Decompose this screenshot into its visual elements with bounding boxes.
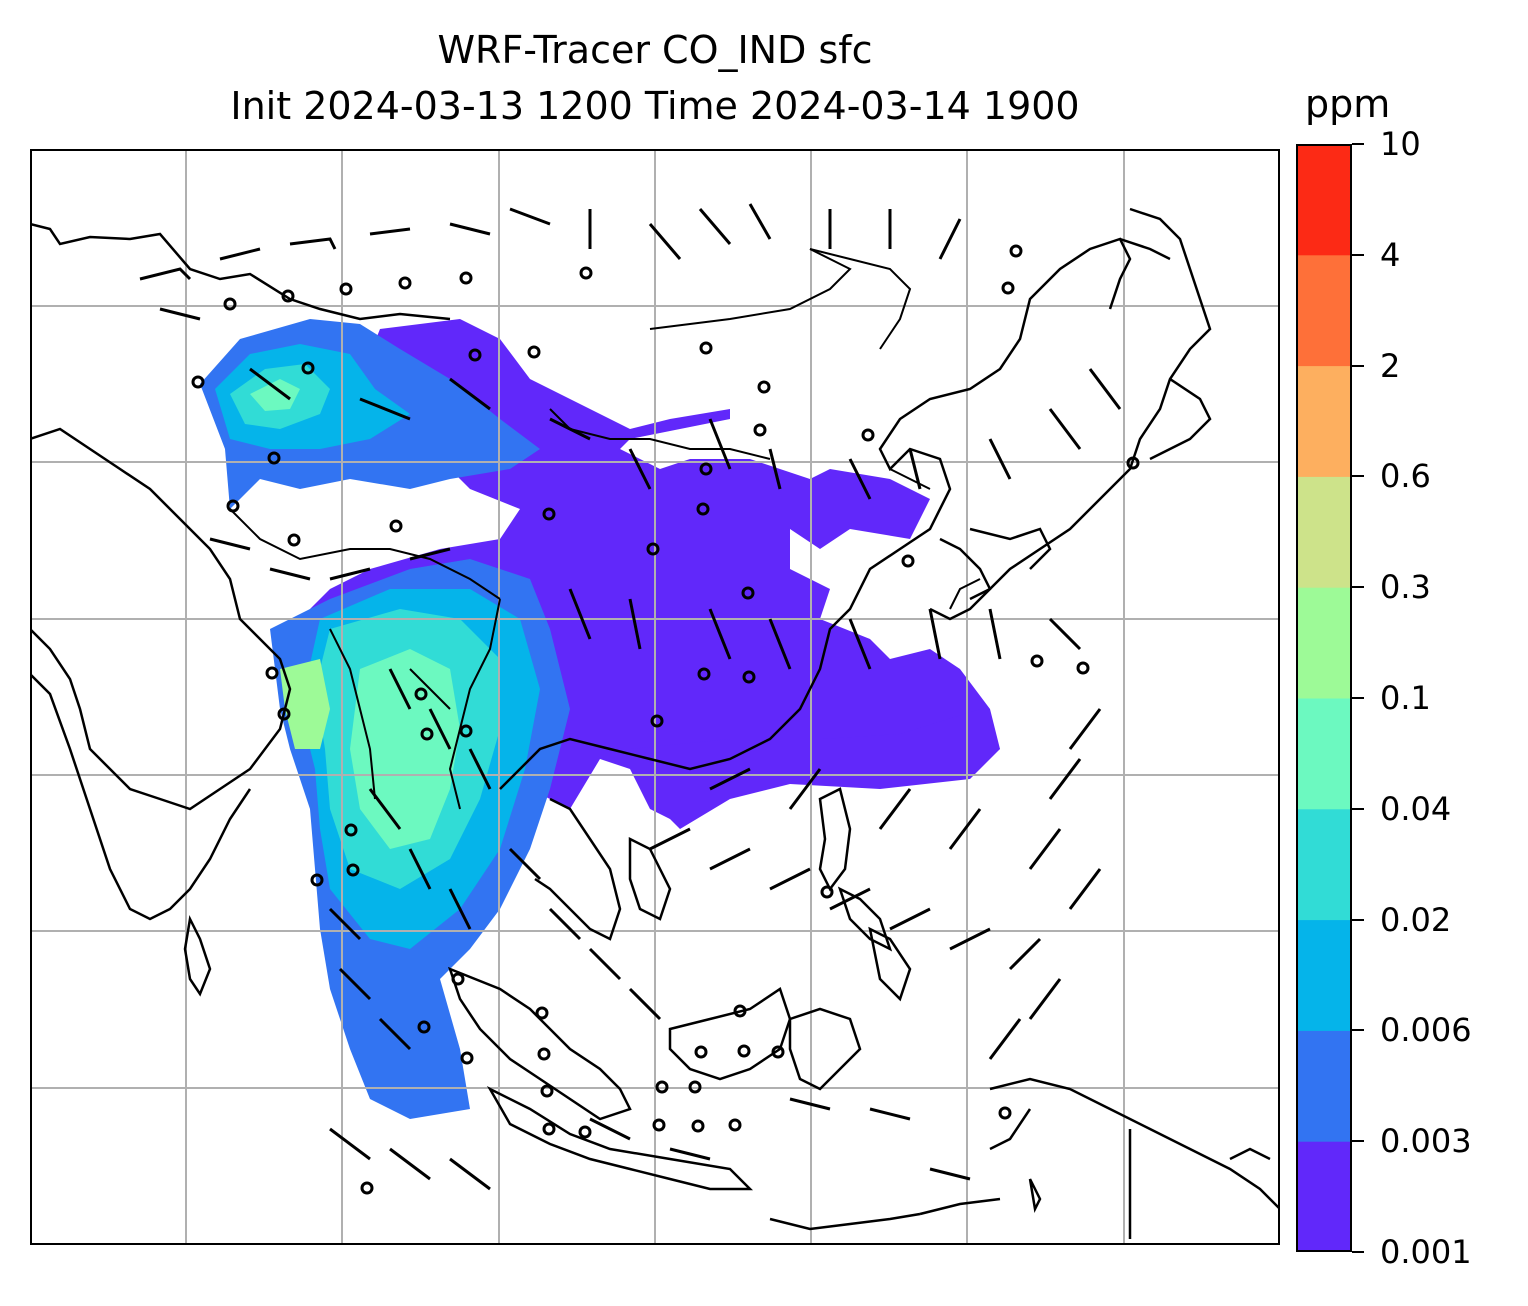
colorbar-segment xyxy=(1296,1030,1352,1142)
colorbar-tick xyxy=(1352,1251,1364,1253)
colorbar-tick-label: 4 xyxy=(1380,235,1401,274)
colorbar-tick xyxy=(1352,475,1364,478)
tracer-concentration-field xyxy=(200,319,1000,1119)
colorbar-tick-label: 10 xyxy=(1380,125,1421,163)
chart-title-line2: Init 2024-03-13 1200 Time 2024-03-14 190… xyxy=(230,84,1080,128)
map-gridlines xyxy=(30,149,1280,1245)
colorbar-tick-label: 0.6 xyxy=(1380,457,1431,496)
colorbar-tick-label: 0.3 xyxy=(1380,568,1431,607)
colorbar-segment xyxy=(1296,698,1352,810)
colorbar-segment xyxy=(1296,476,1352,588)
colorbar-tick-label: 0.006 xyxy=(1380,1011,1472,1050)
colorbar-segment xyxy=(1296,365,1352,477)
colorbar-segment xyxy=(1296,808,1352,921)
conc-level-lightgreen xyxy=(280,659,330,749)
colorbar-tick-label: 2 xyxy=(1380,346,1401,385)
colorbar-tick xyxy=(1352,586,1364,589)
colorbar-tick xyxy=(1352,1140,1364,1143)
colorbar-tick xyxy=(1352,697,1364,699)
colorbar-tick-label: 0.02 xyxy=(1380,900,1452,939)
conc-level-violet-band xyxy=(630,709,1000,829)
colorbar-tick-label: 0.003 xyxy=(1380,1122,1472,1161)
colorbar-tick-label: 0.001 xyxy=(1380,1233,1472,1271)
colorbar-tick xyxy=(1352,364,1364,367)
colorbar-tick-label: 0.1 xyxy=(1380,679,1431,717)
coastlines xyxy=(30,207,1280,1239)
map-frame xyxy=(30,149,1280,1245)
colorbar-tick xyxy=(1352,1029,1364,1032)
conc-level-green xyxy=(250,379,300,411)
colorbar-unit: ppm xyxy=(1305,82,1391,126)
colorbar-segment xyxy=(1296,144,1352,256)
colorbar-tick xyxy=(1352,253,1364,256)
colorbar-segment xyxy=(1296,254,1352,367)
colorbar-segment xyxy=(1296,919,1352,1031)
wind-barbs xyxy=(139,203,1122,1191)
colorbar-segment xyxy=(1296,1141,1352,1252)
colorbar-frame xyxy=(1296,144,1352,1252)
calm-wind-circles xyxy=(191,244,1140,1195)
colorbar-tick xyxy=(1352,918,1364,921)
colorbar-tick-label: 0.04 xyxy=(1380,789,1452,828)
chart-title-line1: WRF-Tracer CO_IND sfc xyxy=(437,28,873,72)
colorbar-segment xyxy=(1296,587,1352,699)
colorbar-tick xyxy=(1352,143,1364,145)
colorbar-tick xyxy=(1352,807,1364,810)
map-panel[interactable] xyxy=(30,149,1280,1245)
colorbar xyxy=(1296,144,1352,1252)
